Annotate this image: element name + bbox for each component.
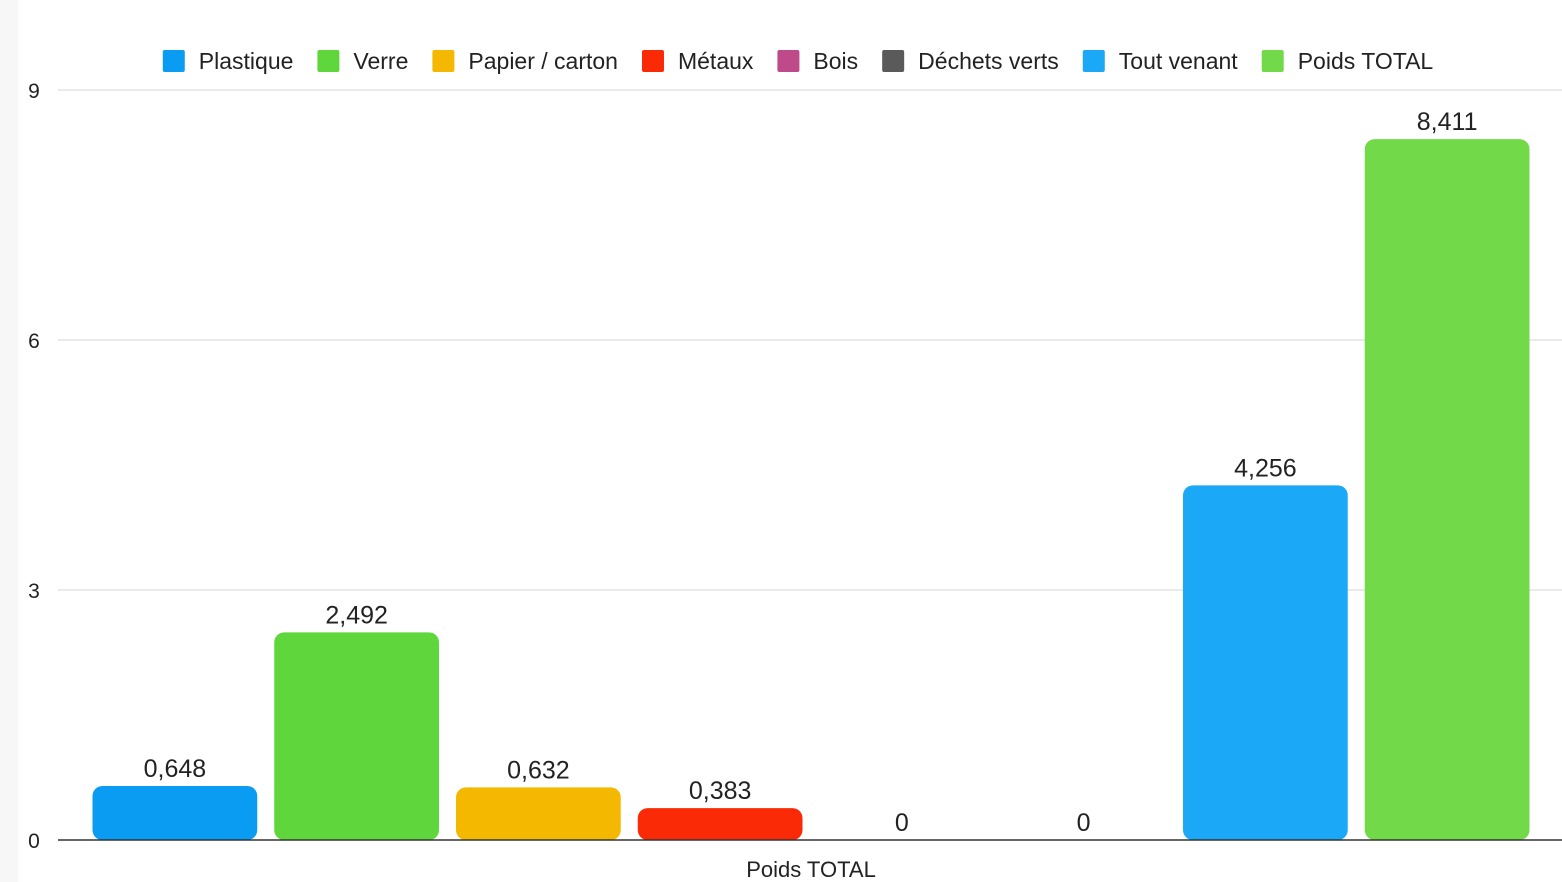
legend-label-4: Bois — [813, 48, 858, 74]
bar-3 — [637, 808, 803, 840]
legend-swatch-6 — [1082, 50, 1105, 72]
bars — [92, 139, 1530, 841]
left-margin — [0, 0, 18, 882]
legend-label-1: Verre — [353, 48, 408, 74]
legend-swatch-2 — [432, 50, 455, 72]
value-label-0: 0,648 — [144, 755, 207, 783]
category-label: Poids TOTAL — [746, 857, 876, 882]
legend: Plastique Verre Papier / carton Métaux Bois D… — [162, 48, 1434, 74]
y-tick-label: 6 — [28, 330, 40, 353]
legend-label-5: Déchets verts — [918, 48, 1059, 74]
y-tick-label: 9 — [28, 80, 40, 103]
legend-swatch-0 — [162, 50, 185, 72]
bar-1 — [274, 632, 439, 840]
y-tick-label: 0 — [28, 830, 40, 853]
legend-label-7: Poids TOTAL — [1298, 48, 1434, 74]
value-label-1: 2,492 — [325, 601, 388, 629]
legend-swatch-1 — [317, 50, 340, 72]
value-labels: 0,648 2,492 0,632 0,383 0 0 4,256 8,411 — [144, 108, 1478, 837]
legend-label-2: Papier / carton — [468, 48, 618, 74]
legend-swatch-5 — [882, 50, 905, 72]
value-label-3: 0,383 — [689, 777, 752, 805]
legend-label-0: Plastique — [199, 48, 294, 74]
value-label-2: 0,632 — [507, 756, 570, 784]
legend-swatch-3 — [641, 50, 664, 72]
legend-swatch-4 — [777, 50, 800, 72]
legend-swatch-7 — [1261, 50, 1284, 72]
value-label-7: 8,411 — [1417, 108, 1478, 136]
y-tick-label: 3 — [28, 580, 40, 603]
legend-label-6: Tout venant — [1119, 48, 1239, 74]
y-axis-ticks: 0 3 6 9 — [28, 80, 40, 853]
bar-2 — [456, 787, 621, 840]
bar-7 — [1364, 139, 1530, 841]
bar-6 — [1183, 485, 1348, 840]
value-label-6: 4,256 — [1234, 454, 1297, 482]
legend-label-3: Métaux — [678, 48, 754, 74]
bar-0 — [92, 786, 258, 840]
value-label-5: 0 — [1077, 809, 1091, 837]
value-label-4: 0 — [895, 809, 909, 837]
